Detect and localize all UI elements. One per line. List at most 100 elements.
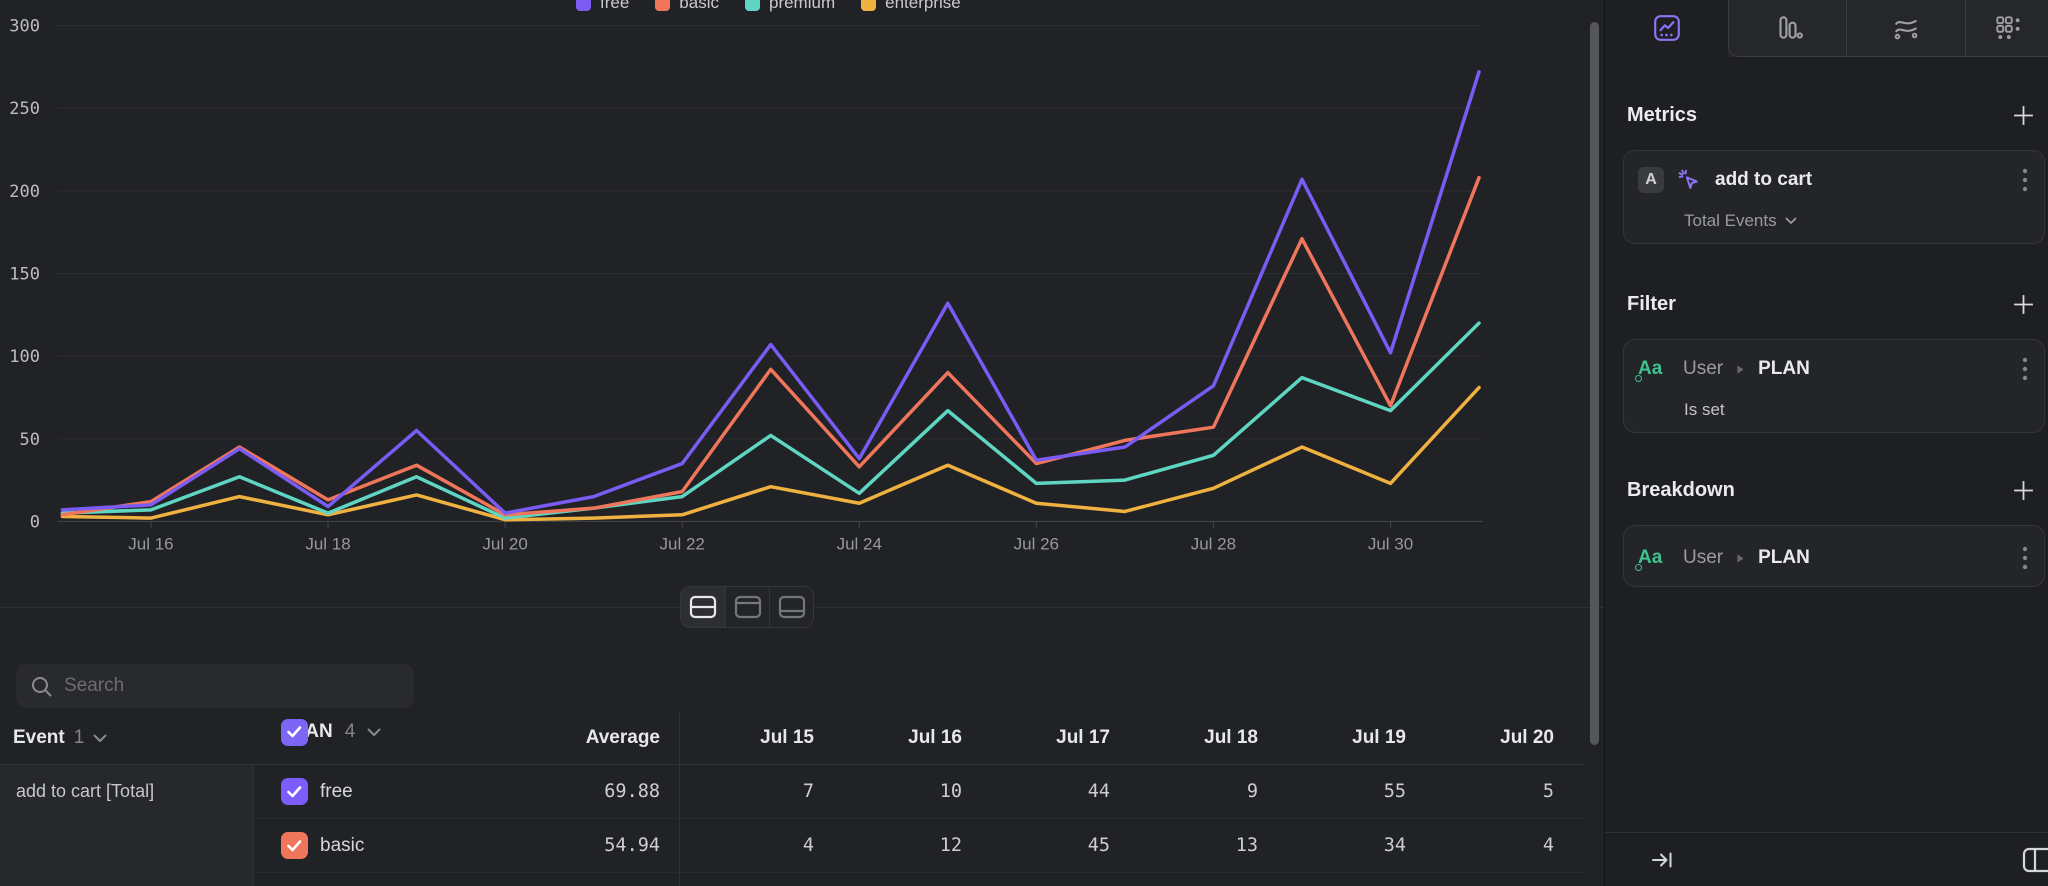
- more-chart-types-icon: [1995, 16, 2020, 40]
- row-value: 45: [1087, 835, 1110, 856]
- layout-bottom-icon: [778, 595, 805, 619]
- breakdown-options-button[interactable]: [2020, 543, 2030, 573]
- svg-text:Jul 20: Jul 20: [482, 534, 527, 553]
- check-icon: [287, 726, 302, 738]
- row-checkbox-free[interactable]: [281, 778, 308, 805]
- svg-text:300: 300: [9, 17, 40, 37]
- date-column-header: Jul 19: [1352, 727, 1406, 748]
- chart-type-tabs: [1605, 0, 2048, 57]
- svg-text:250: 250: [9, 99, 40, 119]
- legend-swatch: [744, 0, 760, 11]
- legend-label: enterprise: [885, 0, 961, 12]
- plan-count: 4: [344, 721, 356, 742]
- legend-label: premium: [768, 0, 836, 12]
- property-type-icon: Aa: [1635, 356, 1670, 382]
- metric-options-button[interactable]: [2020, 165, 2030, 195]
- add-breakdown-button[interactable]: [2012, 479, 2035, 502]
- svg-text:Jul 24: Jul 24: [837, 534, 882, 553]
- row-value: 5: [1542, 781, 1554, 802]
- row-checkbox-basic[interactable]: [281, 832, 308, 859]
- date-column-header: Jul 16: [908, 727, 962, 748]
- check-icon: [287, 785, 302, 797]
- legend-item-enterprise[interactable]: enterprise: [861, 0, 961, 13]
- row-divider: [254, 818, 1585, 819]
- metric-event-name: add to cart: [1715, 169, 1813, 190]
- legend-item-premium[interactable]: premium: [744, 0, 836, 13]
- filter-title: Filter: [1627, 293, 1676, 315]
- tab-bar-chart[interactable]: [1728, 0, 1846, 57]
- event-select-label: Event: [13, 727, 65, 748]
- metric-card[interactable]: A add to cart Total Events: [1623, 150, 2045, 244]
- side-panel-icon: [2022, 847, 2048, 873]
- panel-footer: [1605, 832, 2048, 886]
- layout-bottom-button[interactable]: [769, 587, 813, 627]
- event-click-icon: [1678, 169, 1698, 189]
- plan-select-all-checkbox[interactable]: [281, 718, 308, 746]
- table-column-divider: [679, 712, 680, 886]
- add-metric-button[interactable]: [2012, 104, 2035, 127]
- breakdown-card[interactable]: Aa User PLAN: [1623, 525, 2045, 587]
- filter-options-button[interactable]: [2020, 354, 2030, 384]
- measure-label: Total Events: [1684, 211, 1777, 230]
- tab-stream-chart[interactable]: [1846, 0, 1965, 57]
- search-input[interactable]: [64, 675, 394, 697]
- chart-legend: free basic premium enterprise: [576, 0, 961, 15]
- add-filter-button[interactable]: [2012, 293, 2035, 316]
- svg-text:50: 50: [20, 430, 40, 450]
- event-select[interactable]: Event 1: [13, 727, 107, 749]
- plus-icon: [2014, 295, 2033, 314]
- filter-property-name: PLAN: [1758, 358, 1810, 379]
- breadcrumb-arrow-icon: [1737, 365, 1744, 373]
- event-count: 1: [73, 727, 85, 748]
- layout-top-button[interactable]: [725, 587, 769, 627]
- tab-line-chart[interactable]: [1605, 0, 1728, 57]
- plus-icon: [2014, 481, 2033, 500]
- tab-more-chart-types[interactable]: [1965, 0, 2048, 57]
- svg-text:Jul 30: Jul 30: [1368, 534, 1413, 553]
- row-value: 55: [1383, 781, 1406, 802]
- kebab-menu-icon: [2022, 546, 2028, 570]
- layout-split-icon: [689, 595, 717, 619]
- date-column-header: Jul 20: [1500, 727, 1554, 748]
- scrollbar[interactable]: [1590, 22, 1599, 745]
- chevron-down-icon: [1785, 217, 1797, 224]
- legend-item-basic[interactable]: basic: [655, 0, 719, 13]
- svg-text:0: 0: [30, 512, 40, 532]
- row-average: 54.94: [604, 835, 660, 856]
- plan-column-header[interactable]: PLAN 4: [281, 718, 381, 746]
- breakdown-title: Breakdown: [1627, 479, 1735, 501]
- table-header-divider: [0, 764, 1585, 765]
- filter-condition[interactable]: Is set: [1684, 400, 2030, 420]
- row-value: 44: [1087, 781, 1110, 802]
- filter-property-scope: User: [1683, 358, 1724, 379]
- line-chart-icon: [1653, 15, 1680, 41]
- table-row-group: add to cart [Total]: [0, 765, 254, 886]
- legend-swatch: [655, 0, 671, 11]
- main-content: 0 50 100 150 200 250 300 Jul 16 Jul 18 Jul 20 Jul …: [0, 0, 1604, 886]
- row-value: 34: [1383, 835, 1406, 856]
- table-body: add to cart [Total] free 69.88 7 10 44 9 55 5 ba…: [0, 764, 1604, 886]
- measure-dropdown[interactable]: Total Events: [1684, 211, 2030, 231]
- average-column-header: Average: [585, 727, 660, 748]
- legend-item-free[interactable]: free: [576, 0, 629, 13]
- layout-top-icon: [734, 595, 761, 619]
- metrics-section-header: Metrics: [1627, 104, 2035, 127]
- kebab-menu-icon: [2022, 357, 2028, 381]
- legend-label: basic: [679, 0, 719, 12]
- layout-split-button[interactable]: [681, 587, 725, 627]
- collapse-panel-button[interactable]: [1649, 847, 1675, 873]
- panel-layout-button[interactable]: [2022, 846, 2048, 874]
- row-average: 69.88: [604, 781, 660, 802]
- row-value: 12: [939, 835, 962, 856]
- svg-text:100: 100: [9, 347, 40, 367]
- search-box: [16, 664, 414, 708]
- svg-text:Jul 18: Jul 18: [305, 534, 350, 553]
- breakdown-property-scope: User: [1683, 547, 1724, 568]
- row-label-basic: basic: [320, 835, 365, 856]
- filter-card[interactable]: Aa User PLAN Is set: [1623, 339, 2045, 433]
- line-chart[interactable]: 0 50 100 150 200 250 300 Jul 16 Jul 18 Jul 20 Jul …: [0, 0, 1604, 608]
- property-type-icon: Aa: [1635, 545, 1670, 571]
- chevron-down-icon: [93, 734, 107, 742]
- date-column-header: Jul 15: [760, 727, 814, 748]
- svg-text:150: 150: [9, 264, 40, 284]
